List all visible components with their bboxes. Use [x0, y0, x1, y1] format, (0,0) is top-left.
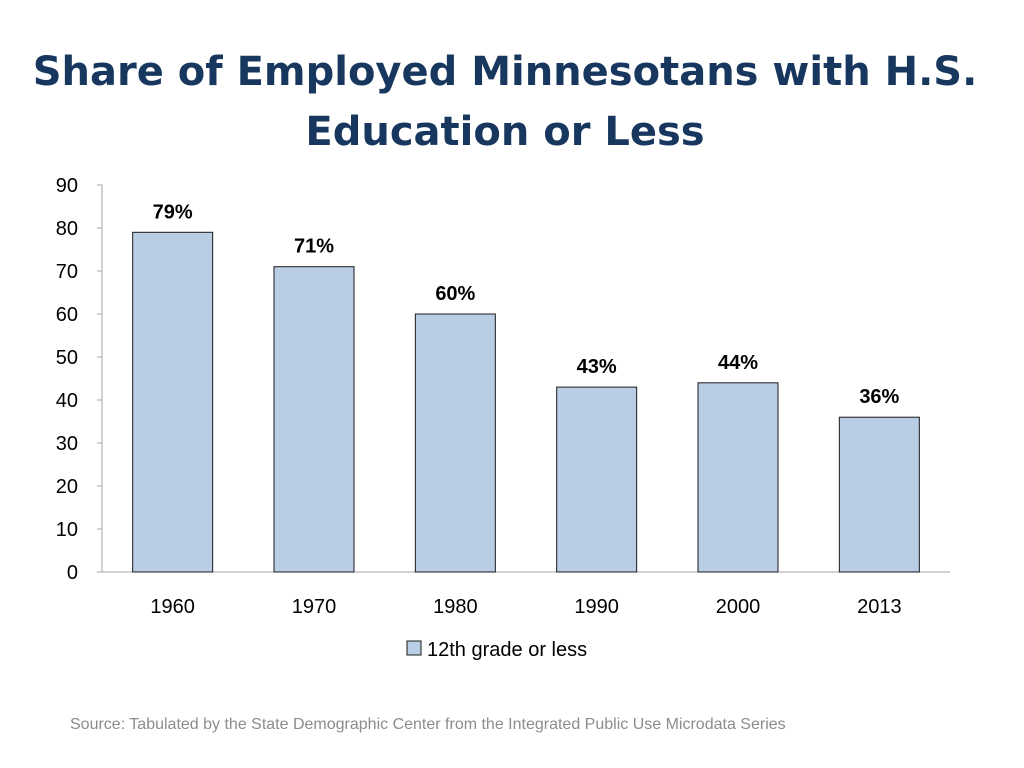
y-tick-label: 90 — [56, 175, 78, 197]
data-label: 44% — [718, 352, 758, 374]
x-tick-label: 1990 — [574, 596, 619, 618]
legend-swatch — [406, 640, 422, 656]
y-tick-label: 10 — [56, 519, 78, 541]
bar-1970 — [273, 266, 355, 573]
x-tick-label: 1970 — [292, 596, 337, 618]
data-label: 79% — [153, 201, 193, 223]
bar-1960 — [132, 231, 214, 573]
legend-label: 12th grade or less — [427, 639, 587, 661]
x-tick-label: 1980 — [433, 596, 478, 618]
y-tick-label: 30 — [56, 433, 78, 455]
data-label: 71% — [294, 236, 334, 258]
data-label: 60% — [435, 283, 475, 305]
bar-1990 — [556, 386, 638, 573]
source-note: Source: Tabulated by the State Demograph… — [70, 716, 786, 733]
y-tick-label: 40 — [56, 390, 78, 412]
y-tick-label: 20 — [56, 476, 78, 498]
bar-chart: 0 10 20 30 40 50 60 70 80 90 79% 1960 71% 1970 60% 1980… — [56, 175, 950, 661]
x-tick-label: 1960 — [150, 596, 195, 618]
chart-title: Share of Employed Minnesotans with H.S. … — [32, 49, 978, 155]
x-tick-label: 2000 — [716, 596, 761, 618]
bar-1980 — [414, 313, 496, 573]
y-tick-label: 70 — [56, 261, 78, 283]
y-tick-label: 50 — [56, 347, 78, 369]
data-label: 36% — [859, 386, 899, 408]
y-tick-label: 0 — [67, 562, 78, 584]
y-tick-label: 60 — [56, 304, 78, 326]
bar-2013 — [838, 416, 920, 573]
bar-2000 — [697, 382, 779, 573]
data-label: 43% — [577, 356, 617, 378]
x-tick-label: 2013 — [857, 596, 902, 618]
y-tick-label: 80 — [56, 218, 78, 240]
